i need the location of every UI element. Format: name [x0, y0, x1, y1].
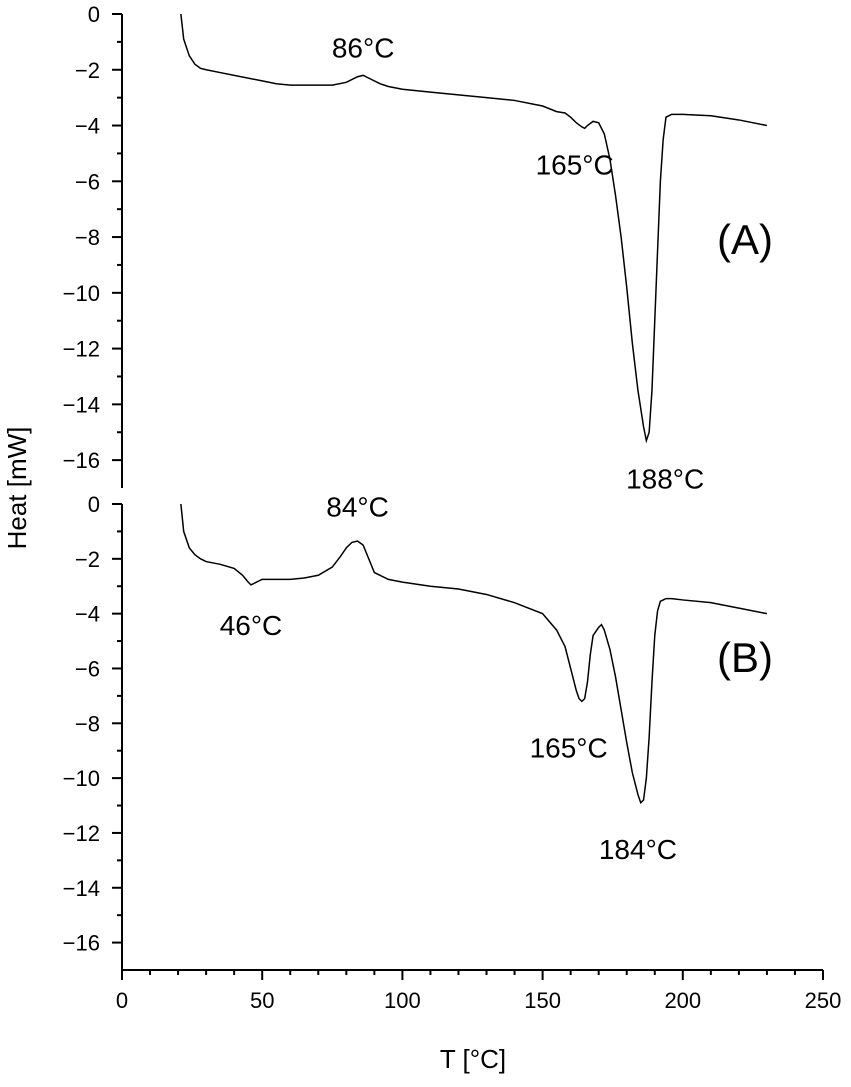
peak-annotation: 84°C [326, 491, 389, 522]
dsc-curve-a [180, 13, 768, 444]
x-tick-label: 0 [116, 988, 128, 1013]
y-tick-label: −8 [75, 225, 100, 250]
y-tick-label: −14 [63, 876, 100, 901]
y-tick-label: −10 [63, 766, 100, 791]
peak-annotation: 165°C [536, 149, 614, 180]
x-axis-title: T [°C] [440, 1044, 506, 1074]
peak-annotation: 165°C [530, 732, 608, 763]
y-tick-label: −4 [75, 114, 100, 139]
peak-annotation: 46°C [220, 610, 283, 641]
peak-annotation: 184°C [599, 834, 677, 865]
y-tick-label: −16 [63, 931, 100, 956]
x-tick-label: 200 [664, 988, 701, 1013]
curves-layer [180, 13, 768, 805]
y-tick-label: −8 [75, 711, 100, 736]
y-axis-title: Heat [mW] [2, 427, 32, 550]
x-tick-label: 250 [805, 988, 842, 1013]
y-tick-label: −10 [63, 281, 100, 306]
y-tick-label: −6 [75, 169, 100, 194]
x-tick-label: 150 [524, 988, 561, 1013]
panel-1: 0 −2 −4 −6 −8 −10 −12 −14 −16 [63, 492, 123, 970]
y-tick-label: −2 [75, 58, 100, 83]
y-tick-label: 0 [88, 2, 100, 27]
y-tick-label: −16 [63, 448, 100, 473]
y-tick-label: −12 [63, 337, 100, 362]
y-tick-label: 0 [88, 492, 100, 517]
peak-annotation: 86°C [332, 32, 395, 63]
y-tick-label: −12 [63, 821, 100, 846]
x-tick-label: 50 [250, 988, 274, 1013]
panel-0: 0 −2 −4 −6 −8 −10 −12 −14 −16 [63, 2, 123, 488]
x-tick-label: 100 [384, 988, 421, 1013]
y-tick-label: −6 [75, 656, 100, 681]
panel-label: (A) [717, 216, 773, 263]
labels-layer: 86°C 165°C 188°C (A) 46°C 84°C 165°C 184°C (B) [220, 32, 773, 864]
peak-annotation: 188°C [626, 464, 704, 495]
y-tick-label: −14 [63, 392, 100, 417]
y-tick-label: −4 [75, 602, 100, 627]
axes-layer: 0 −2 −4 −6 −8 −10 −12 −14 −16 0 −2 −4 −6 −8 −10 −12 −14 −… [63, 2, 842, 1013]
dsc-curve-b [180, 503, 768, 805]
panel-label: (B) [717, 634, 773, 681]
y-tick-label: −2 [75, 547, 100, 572]
